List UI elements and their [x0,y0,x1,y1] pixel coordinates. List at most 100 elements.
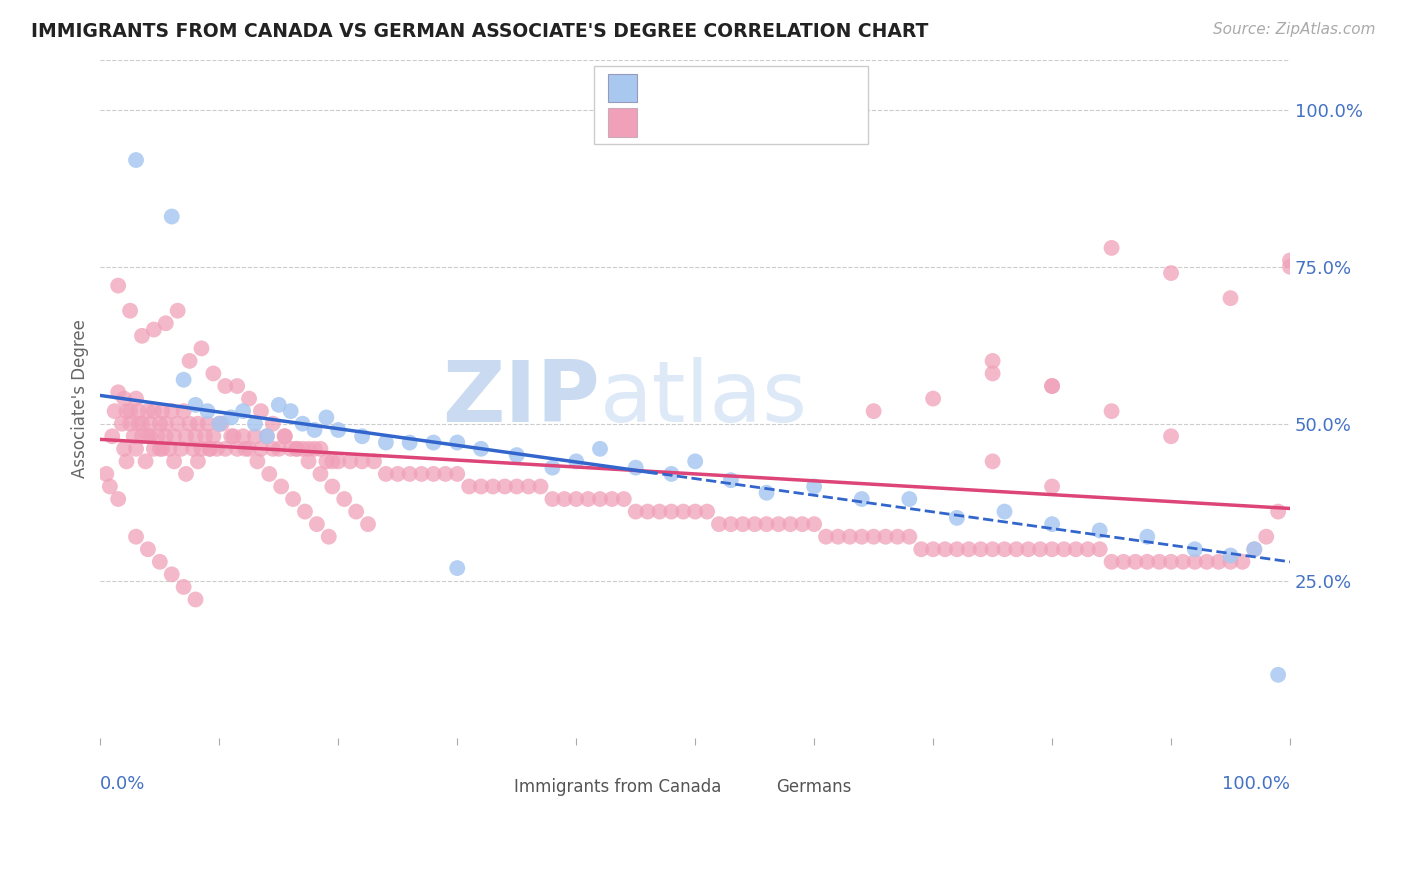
Point [291,417,314,431]
Point [184,398,207,412]
Point [576,491,599,506]
Point [624,505,647,519]
Point [957,542,980,557]
Point [181,442,204,456]
Point [993,542,1015,557]
Point [142,322,165,336]
Point [1160,429,1182,443]
Point [803,479,825,493]
Point [565,491,588,506]
Point [127,404,149,418]
Point [1219,549,1241,563]
Point [173,404,195,418]
Point [280,404,302,418]
Point [101,429,124,443]
Point [131,328,153,343]
Text: -0.132: -0.132 [696,79,756,97]
Point [315,454,337,468]
Point [1184,542,1206,557]
Point [898,530,921,544]
Point [1101,555,1123,569]
Point [600,491,623,506]
Point [352,429,374,443]
Point [304,423,326,437]
Point [1040,379,1063,393]
Point [174,467,197,481]
Point [187,454,209,468]
Point [458,479,481,493]
Point [398,467,420,481]
Point [1077,542,1099,557]
Point [321,454,343,468]
Text: Source: ZipAtlas.com: Source: ZipAtlas.com [1212,22,1375,37]
Point [107,491,129,506]
Point [1040,517,1063,532]
Point [328,454,350,468]
Point [194,429,217,443]
Point [170,442,193,456]
Point [222,429,245,443]
Point [1219,555,1241,569]
Point [446,467,468,481]
Point [267,398,290,412]
Point [146,429,169,443]
Point [150,404,173,418]
Point [214,442,236,456]
Point [157,442,180,456]
Text: atlas: atlas [600,357,808,440]
Point [208,417,231,431]
Point [214,379,236,393]
Point [1171,555,1194,569]
Point [357,517,380,532]
Point [304,442,326,456]
Point [1267,505,1289,519]
Point [163,454,186,468]
Point [107,385,129,400]
Point [1136,555,1159,569]
Point [297,454,319,468]
Bar [609,108,637,136]
Point [131,417,153,431]
Point [541,460,564,475]
Point [1256,530,1278,544]
Point [886,530,908,544]
Point [827,530,849,544]
Point [309,442,332,456]
Point [179,354,201,368]
Point [256,429,278,443]
Bar [595,66,868,145]
Point [262,417,284,431]
Point [125,153,148,167]
Point [127,417,149,431]
Point [305,517,328,532]
Point [339,454,361,468]
Point [190,342,212,356]
Point [1088,542,1111,557]
Point [274,429,297,443]
Point [589,491,612,506]
Point [243,417,266,431]
Point [541,491,564,506]
Text: Germans: Germans [776,778,852,796]
Point [285,442,308,456]
Point [1136,530,1159,544]
Point [648,505,671,519]
Point [755,485,778,500]
Point [202,367,225,381]
Point [589,442,612,456]
Point [155,429,177,443]
Point [411,467,433,481]
Point [115,454,138,468]
Point [243,429,266,443]
Point [315,410,337,425]
Point [136,542,159,557]
Point [205,442,228,456]
Point [149,417,172,431]
Point [198,442,221,456]
Point [104,404,127,418]
Point [470,479,492,493]
Point [122,429,145,443]
Point [139,417,162,431]
Point [1017,542,1039,557]
Text: 0.0%: 0.0% [100,775,146,793]
